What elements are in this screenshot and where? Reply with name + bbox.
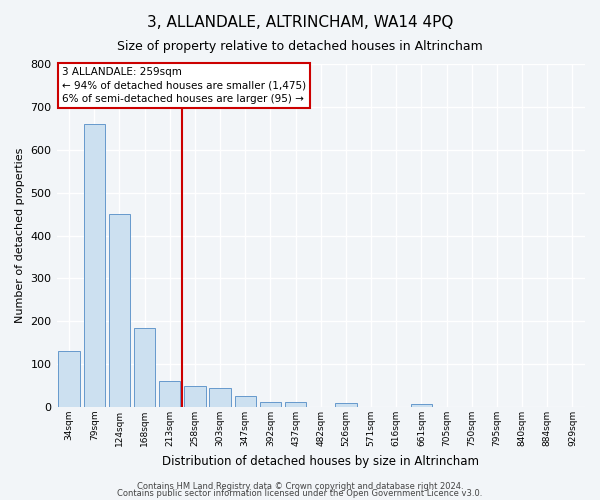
Bar [159, 382, 181, 407]
Bar [235, 396, 256, 407]
Bar [184, 386, 206, 407]
Bar [134, 328, 155, 407]
Text: 3 ALLANDALE: 259sqm
← 94% of detached houses are smaller (1,475)
6% of semi-deta: 3 ALLANDALE: 259sqm ← 94% of detached ho… [62, 68, 306, 104]
Bar [58, 352, 80, 407]
Text: Contains HM Land Registry data © Crown copyright and database right 2024.: Contains HM Land Registry data © Crown c… [137, 482, 463, 491]
Text: Contains public sector information licensed under the Open Government Licence v3: Contains public sector information licen… [118, 489, 482, 498]
Bar [285, 402, 307, 407]
Bar [411, 404, 432, 407]
Bar [109, 214, 130, 407]
Text: 3, ALLANDALE, ALTRINCHAM, WA14 4PQ: 3, ALLANDALE, ALTRINCHAM, WA14 4PQ [147, 15, 453, 30]
Bar [83, 124, 105, 407]
X-axis label: Distribution of detached houses by size in Altrincham: Distribution of detached houses by size … [162, 454, 479, 468]
Bar [260, 402, 281, 407]
Text: Size of property relative to detached houses in Altrincham: Size of property relative to detached ho… [117, 40, 483, 53]
Bar [335, 402, 356, 407]
Bar [209, 388, 231, 407]
Y-axis label: Number of detached properties: Number of detached properties [15, 148, 25, 323]
